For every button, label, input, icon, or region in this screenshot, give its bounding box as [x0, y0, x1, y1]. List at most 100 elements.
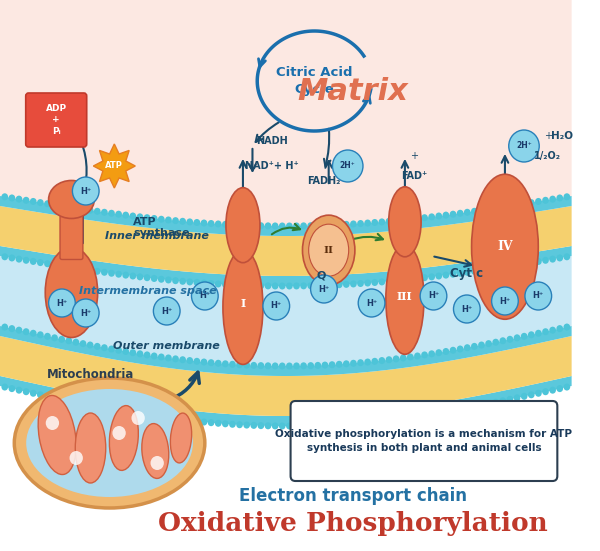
Circle shape [229, 281, 236, 288]
Circle shape [1, 323, 8, 331]
Polygon shape [0, 0, 572, 226]
Circle shape [200, 359, 208, 365]
Circle shape [307, 422, 314, 429]
Circle shape [165, 354, 172, 361]
Circle shape [485, 400, 492, 407]
Text: ATP
synthase: ATP synthase [133, 217, 190, 238]
Circle shape [286, 363, 293, 370]
Circle shape [8, 195, 15, 202]
Circle shape [44, 333, 51, 340]
Circle shape [407, 276, 413, 283]
Text: H⁺: H⁺ [499, 296, 511, 305]
Circle shape [144, 412, 151, 418]
Circle shape [371, 358, 378, 365]
Circle shape [428, 350, 435, 357]
Circle shape [528, 331, 535, 338]
Ellipse shape [75, 413, 106, 483]
Circle shape [80, 340, 86, 347]
Circle shape [464, 404, 470, 411]
Circle shape [179, 278, 186, 285]
Circle shape [485, 206, 492, 213]
Circle shape [449, 407, 457, 414]
Circle shape [509, 130, 539, 162]
Circle shape [364, 359, 371, 365]
Circle shape [293, 283, 300, 289]
Circle shape [421, 352, 428, 358]
Circle shape [30, 390, 37, 397]
Polygon shape [94, 144, 135, 188]
Circle shape [379, 218, 385, 225]
Circle shape [229, 221, 236, 228]
Circle shape [293, 423, 300, 429]
Circle shape [549, 196, 556, 203]
Circle shape [200, 419, 208, 425]
Circle shape [414, 275, 421, 282]
Circle shape [521, 333, 527, 340]
Circle shape [307, 222, 314, 229]
Circle shape [314, 422, 321, 429]
Circle shape [393, 415, 400, 423]
Circle shape [80, 206, 86, 213]
Text: +: + [410, 151, 418, 161]
Circle shape [263, 292, 290, 320]
Text: Matrix: Matrix [297, 77, 408, 105]
Text: Q: Q [316, 270, 326, 280]
Circle shape [464, 344, 470, 351]
Circle shape [49, 289, 75, 317]
Circle shape [265, 422, 271, 429]
Text: H⁺: H⁺ [461, 305, 472, 314]
Circle shape [108, 210, 115, 217]
Ellipse shape [170, 413, 191, 463]
Text: NADH: NADH [256, 136, 287, 146]
Circle shape [449, 271, 457, 278]
Circle shape [478, 267, 485, 274]
Circle shape [307, 362, 314, 369]
Circle shape [407, 354, 413, 360]
Circle shape [122, 212, 129, 219]
Ellipse shape [26, 389, 193, 497]
Circle shape [464, 269, 470, 276]
Text: III: III [397, 290, 413, 301]
Circle shape [457, 270, 463, 277]
Circle shape [194, 358, 200, 365]
Circle shape [65, 263, 72, 271]
Text: Oxidative phosphorylation is a mechanism for ATP
synthesis in both plant and ani: Oxidative phosphorylation is a mechanism… [275, 429, 572, 453]
Circle shape [457, 210, 463, 217]
Circle shape [357, 359, 364, 366]
Circle shape [514, 395, 520, 401]
Circle shape [172, 355, 179, 363]
Text: ADP
+
Pᵢ: ADP + Pᵢ [46, 104, 67, 136]
Circle shape [137, 213, 143, 220]
Text: H⁺: H⁺ [366, 299, 377, 307]
Circle shape [73, 264, 79, 272]
Circle shape [187, 218, 193, 225]
Polygon shape [0, 256, 572, 366]
Circle shape [272, 423, 278, 429]
Text: II: II [323, 246, 334, 255]
Circle shape [400, 414, 407, 422]
Circle shape [506, 262, 513, 269]
Circle shape [222, 221, 229, 228]
Text: FADH₂: FADH₂ [307, 176, 341, 186]
Circle shape [244, 361, 250, 369]
Ellipse shape [472, 174, 538, 319]
Circle shape [144, 352, 151, 358]
Circle shape [549, 387, 556, 393]
Circle shape [322, 282, 328, 289]
Circle shape [23, 388, 29, 395]
Circle shape [358, 289, 385, 317]
Circle shape [350, 280, 357, 288]
Circle shape [322, 422, 328, 429]
FancyBboxPatch shape [26, 93, 86, 147]
Circle shape [191, 282, 218, 310]
Circle shape [87, 267, 94, 274]
Ellipse shape [386, 244, 424, 354]
Circle shape [1, 253, 8, 260]
FancyBboxPatch shape [290, 401, 557, 481]
Circle shape [535, 390, 542, 397]
Circle shape [478, 342, 485, 349]
Circle shape [379, 417, 385, 424]
Text: Mitochondria: Mitochondria [47, 368, 134, 381]
Circle shape [131, 411, 145, 425]
Circle shape [16, 327, 22, 334]
